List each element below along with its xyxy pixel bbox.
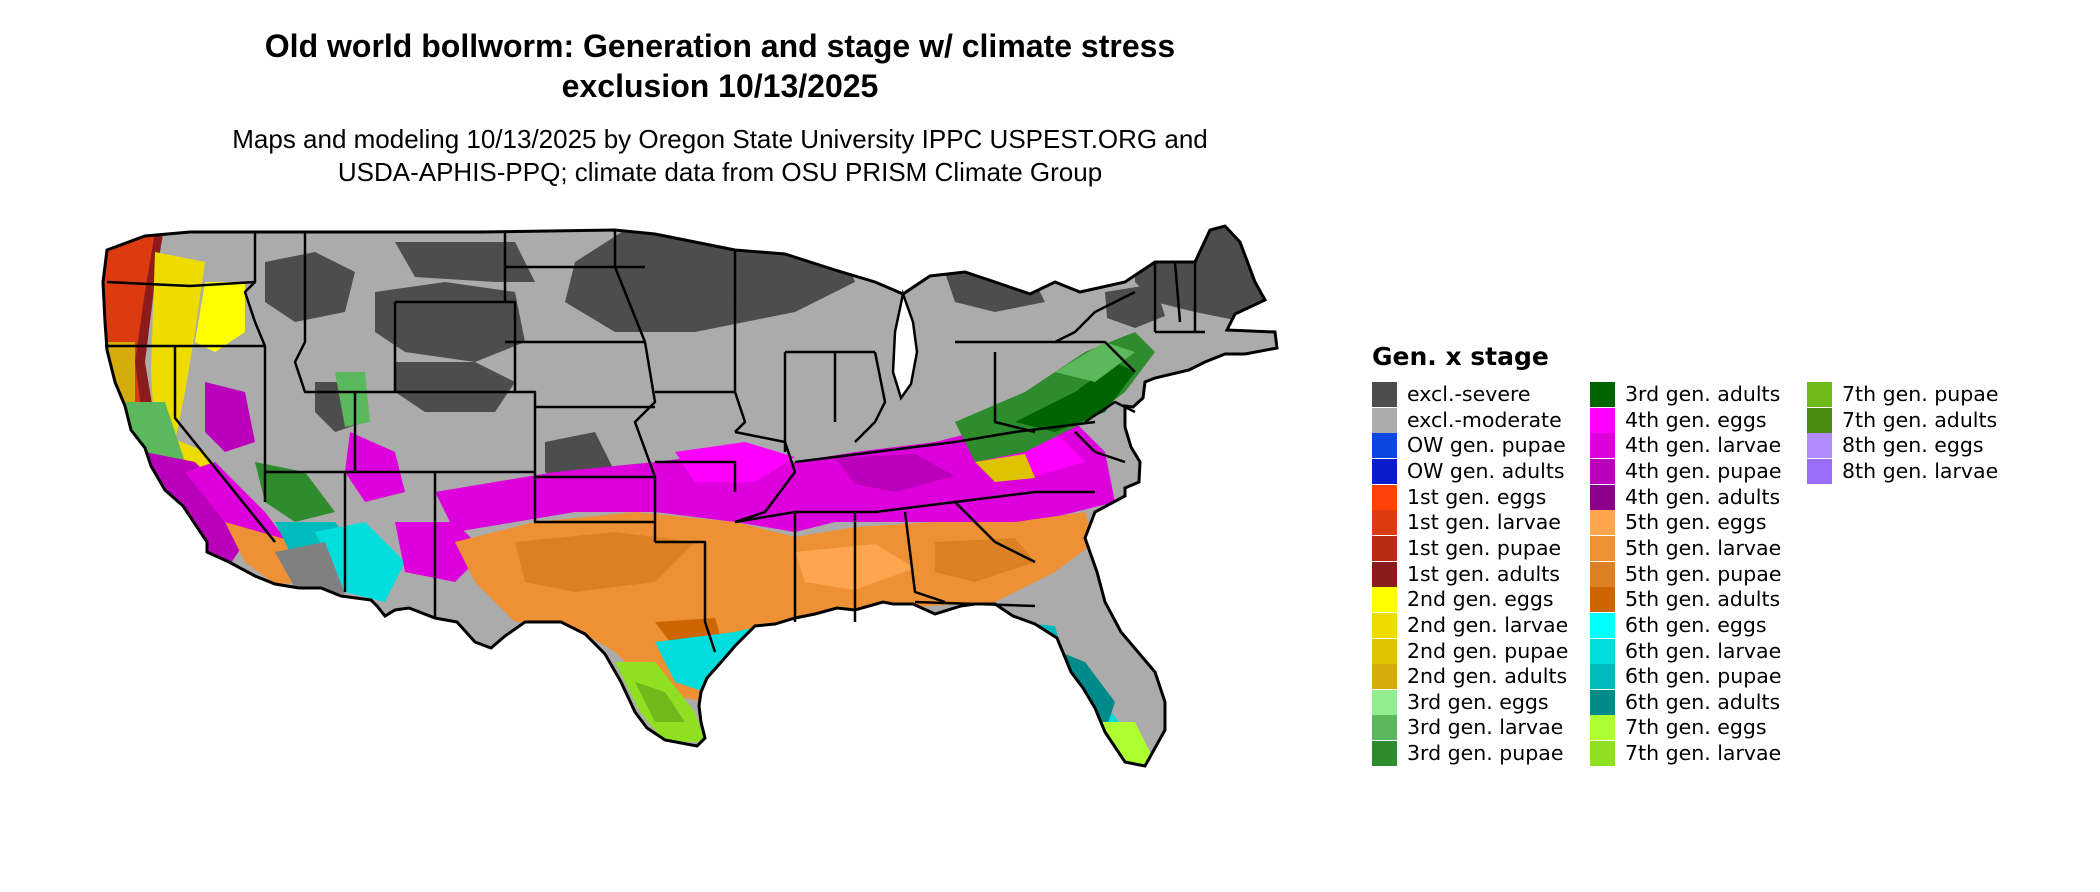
title-line-1: Old world bollworm: Generation and stage… [264, 28, 1176, 64]
legend-swatch [1590, 561, 1615, 587]
legend-swatch [1590, 382, 1615, 407]
legend-swatch [1372, 458, 1397, 484]
legend-label: 4th gen. adults [1625, 484, 1781, 509]
legend-label: 5th gen. larvae [1625, 535, 1782, 560]
legend-swatch [1372, 612, 1397, 638]
legend-label: 2nd gen. eggs [1407, 587, 1554, 612]
legend-swatch [1372, 382, 1397, 407]
legend-swatch [1590, 638, 1615, 664]
legend-swatch [1590, 535, 1615, 561]
legend-label: 6th gen. adults [1625, 689, 1781, 714]
legend-label: 3rd gen. larvae [1407, 715, 1564, 740]
legend-label: 7th gen. larvae [1625, 741, 1782, 766]
legend-swatch [1807, 407, 1832, 433]
legend-swatch [1372, 433, 1397, 459]
legend-swatch [1372, 741, 1397, 767]
legend-swatch [1590, 484, 1615, 510]
subtitle-line-2: USDA-APHIS-PPQ; climate data from OSU PR… [337, 157, 1103, 187]
legend-swatch [1372, 535, 1397, 561]
legend-swatch [1372, 510, 1397, 536]
legend-label: 3rd gen. pupae [1407, 741, 1564, 766]
legend-label: 8th gen. eggs [1842, 433, 1984, 458]
legend-swatch [1590, 433, 1615, 459]
legend-label: 1st gen. pupae [1407, 535, 1562, 560]
legend-label: OW gen. pupae [1407, 433, 1566, 458]
legend-label: 2nd gen. adults [1407, 664, 1568, 689]
legend-label: 6th gen. pupae [1625, 664, 1782, 689]
legend-swatch [1372, 715, 1397, 741]
legend-label: 7th gen. pupae [1842, 382, 1999, 406]
legend-label: 2nd gen. pupae [1407, 638, 1569, 663]
legend-label: 7th gen. adults [1842, 407, 1998, 432]
legend-label: 7th gen. eggs [1625, 715, 1767, 740]
legend-swatch [1590, 612, 1615, 638]
legend-label: 2nd gen. larvae [1407, 612, 1569, 637]
subtitle-line-1: Maps and modeling 10/13/2025 by Oregon S… [232, 124, 1208, 154]
legend-label: 1st gen. eggs [1407, 484, 1547, 509]
legend-label: 5th gen. eggs [1625, 510, 1767, 535]
legend-title: Gen. x stage [1372, 342, 1549, 371]
legend-swatch [1807, 382, 1832, 407]
legend-swatch [1590, 664, 1615, 690]
legend-label: 8th gen. larvae [1842, 458, 1999, 483]
legend-label: 3rd gen. eggs [1407, 689, 1549, 714]
legend-label: 4th gen. larvae [1625, 433, 1782, 458]
legend-swatch [1590, 407, 1615, 433]
legend-swatch [1590, 715, 1615, 741]
legend-swatch [1590, 741, 1615, 767]
legend-label: 1st gen. adults [1407, 561, 1560, 586]
legend-swatch [1590, 458, 1615, 484]
legend-label: 1st gen. larvae [1407, 510, 1561, 535]
legend-swatch [1590, 689, 1615, 715]
legend-swatch [1372, 689, 1397, 715]
legend-label: 5th gen. pupae [1625, 561, 1782, 586]
legend-label: 4th gen. pupae [1625, 458, 1782, 483]
title-line-2: exclusion 10/13/2025 [561, 68, 879, 104]
legend-swatch [1372, 407, 1397, 433]
legend-label: OW gen. adults [1407, 458, 1565, 483]
legend-swatch [1807, 433, 1832, 459]
legend-swatch [1372, 587, 1397, 613]
legend-label: 6th gen. eggs [1625, 612, 1767, 637]
us-generation-stage-map [101, 224, 1279, 768]
legend-swatch [1372, 638, 1397, 664]
legend-label: 4th gen. eggs [1625, 407, 1767, 432]
legend-swatch [1590, 587, 1615, 613]
legend-label: 5th gen. adults [1625, 587, 1781, 612]
legend-swatch [1372, 561, 1397, 587]
legend-label: excl.-severe [1407, 382, 1531, 406]
legend-swatch [1807, 458, 1832, 484]
legend-label: excl.-moderate [1407, 407, 1562, 432]
legend-label: 3rd gen. adults [1625, 382, 1781, 406]
legend-swatch [1590, 510, 1615, 536]
legend-swatch [1372, 484, 1397, 510]
legend-label: 6th gen. larvae [1625, 638, 1782, 663]
legend-swatch [1372, 664, 1397, 690]
